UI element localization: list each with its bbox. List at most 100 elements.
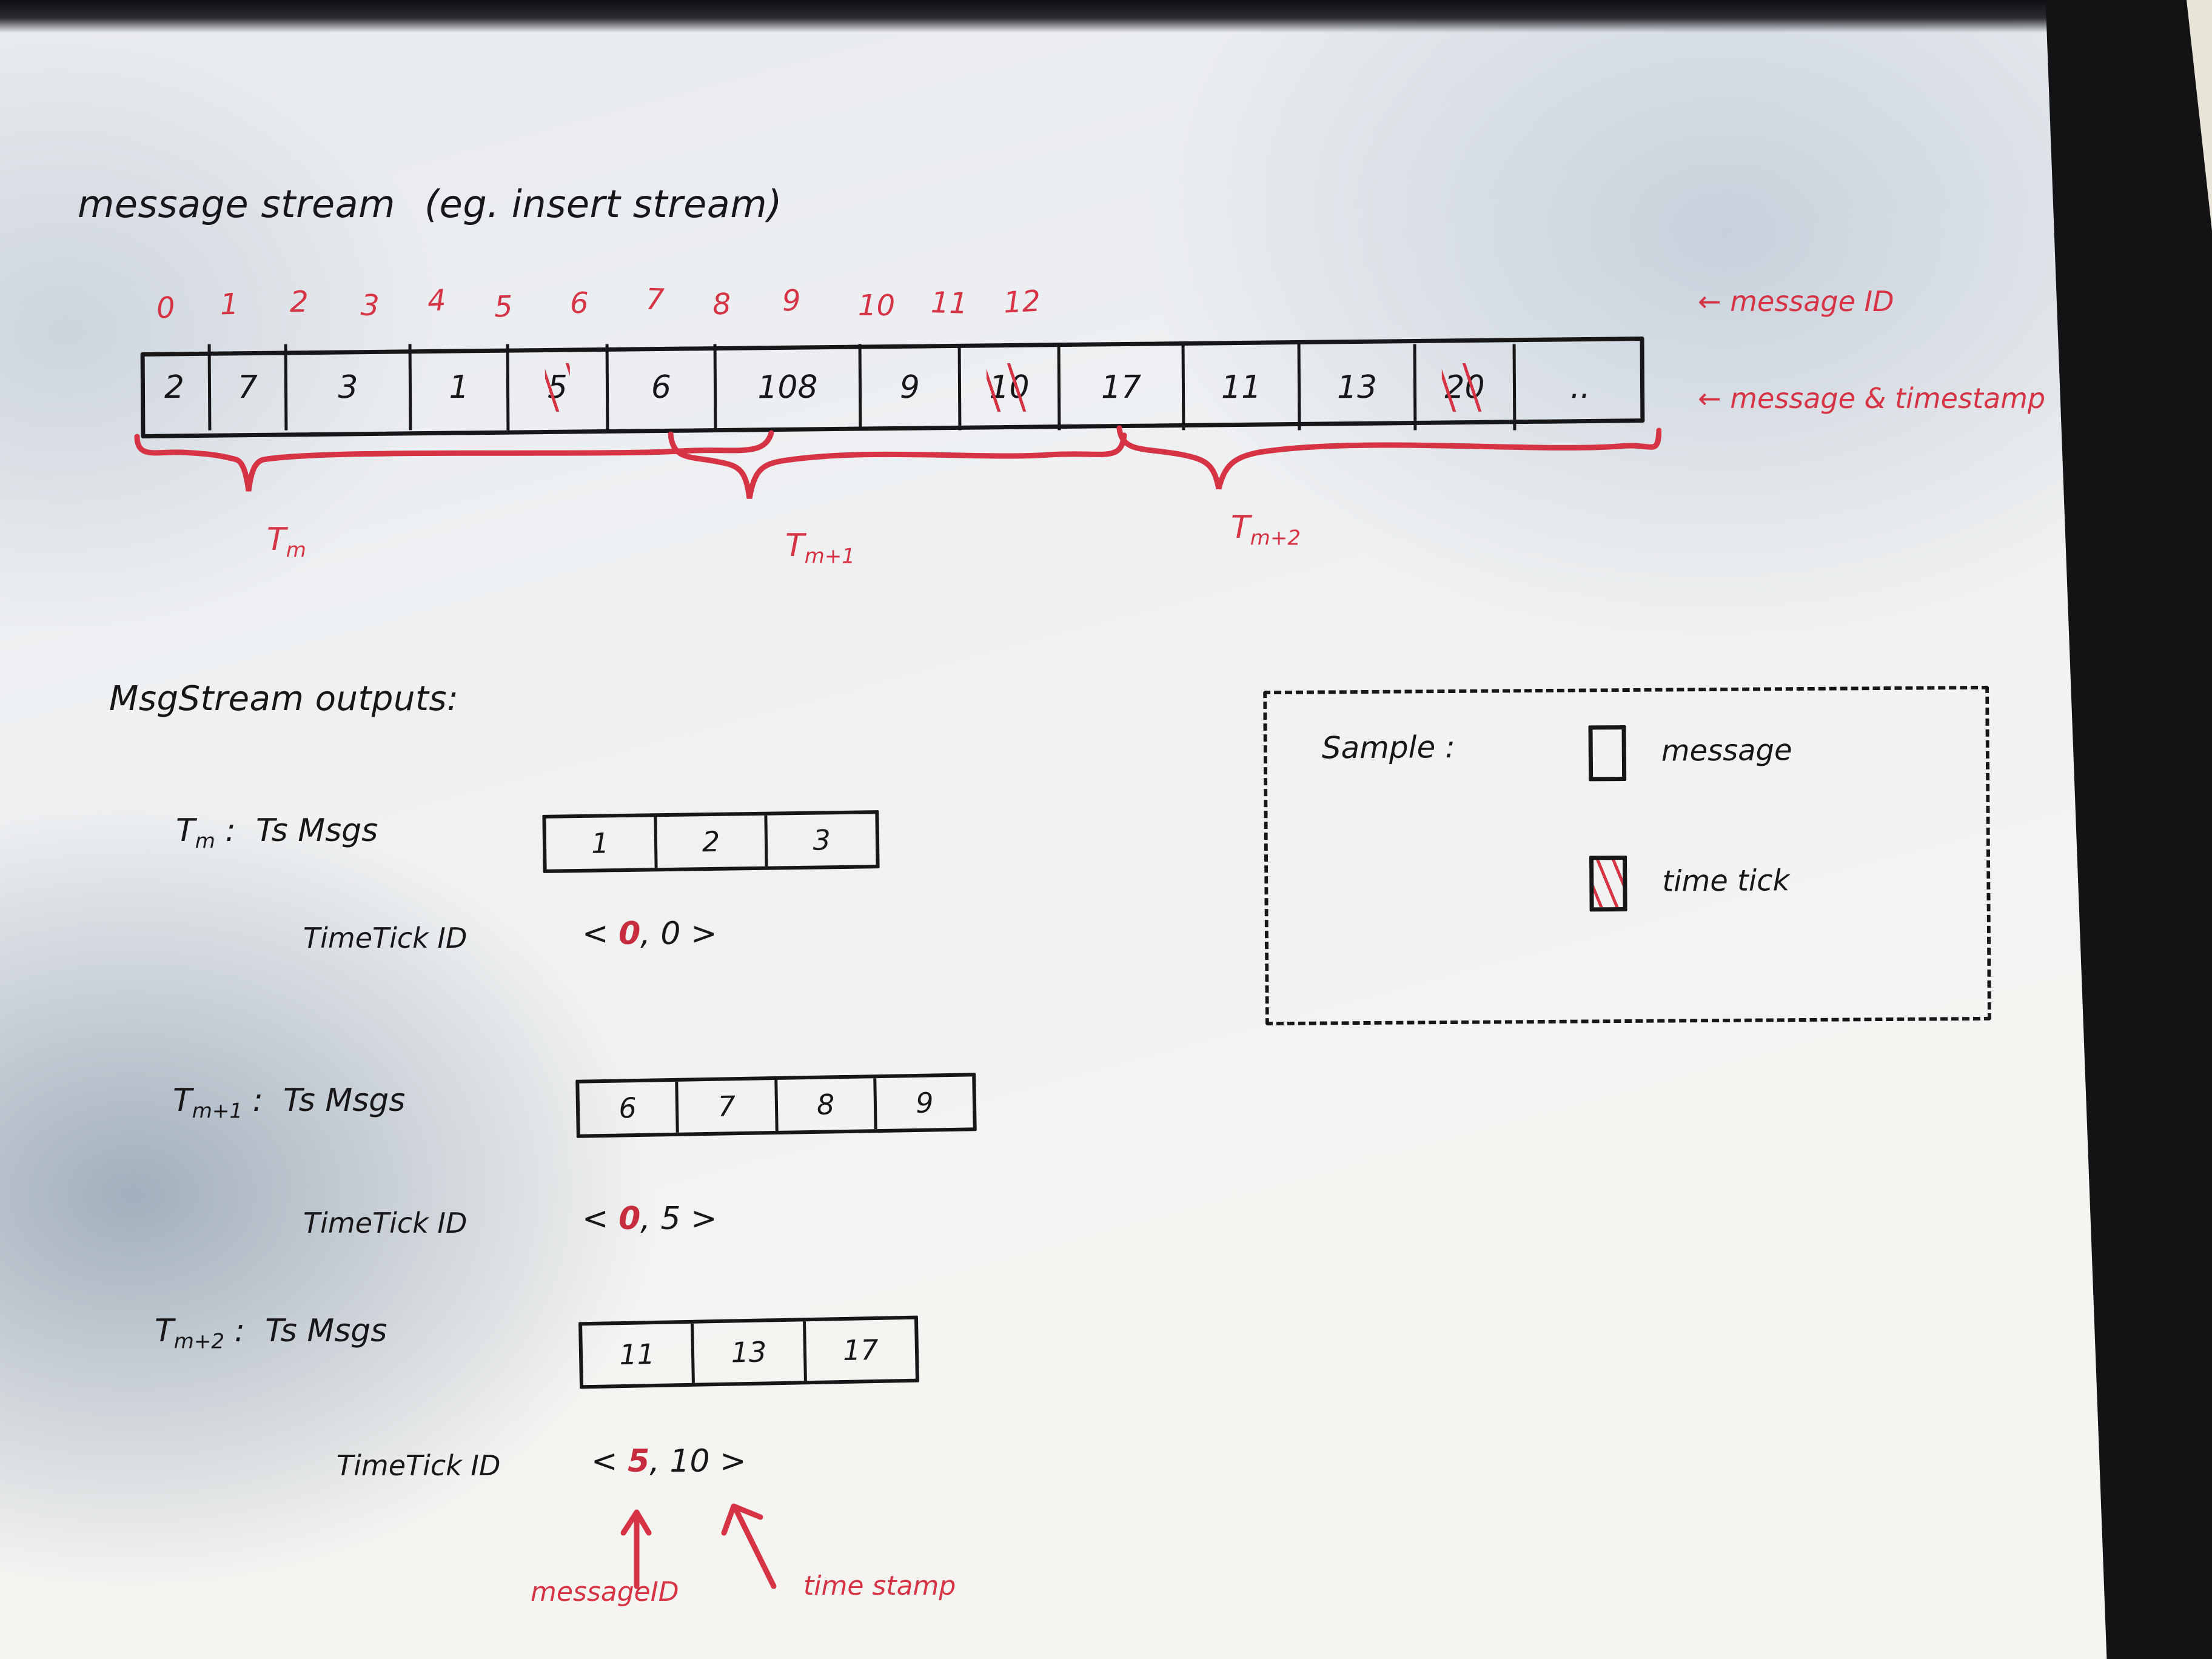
stream-cell-value: 1 [449,369,469,406]
stream-cell-message: 2 [140,344,212,431]
tuple-close: > [690,1201,717,1237]
tuple-message-id: 0 [618,916,641,952]
ts-msg-cell: 1 [546,817,658,870]
ts-msg-cell: 11 [582,1323,695,1386]
tuple-open: < [591,1443,618,1480]
legend-title: Sample : [1321,729,1456,766]
brace-label-tm1: Tm+1 [785,528,855,568]
timetick-tuple-tm: < 0, 0 > [582,916,717,952]
stream-cell-message: 1 [411,344,510,431]
group-label-tm-text: T [176,813,195,849]
tuple-open: < [582,916,609,952]
stream-cell-message: 3 [287,344,412,431]
stream-cell-value: 108 [757,369,818,406]
stream-index-7: 7 [645,282,665,317]
legend-swatch-timetick-icon [1589,856,1627,912]
brace-label-tm2: Tm+2 [1231,509,1301,550]
stream-cell-value: 17 [1101,369,1142,406]
stream-cell-value: 10 [989,369,1030,406]
tuple-open: < [582,1201,609,1237]
tuple-timestamp: 0 [660,916,681,952]
brace-tm2 [1116,425,1661,490]
stream-index-0: 0 [155,290,176,326]
tuple-timestamp: 5 [660,1201,681,1237]
tuple-comma: , [640,916,651,952]
timetick-label-tm: TimeTick ID [303,922,468,954]
brace-label-tm1-sub: m+1 [804,544,856,569]
page-title-paren: (eg. insert stream) [424,182,782,226]
ts-msgs-box-tm: 1 2 3 [542,810,880,873]
stream-cell-value: 7 [237,369,258,406]
stream-cell-value: 3 [338,369,358,406]
tuple-close: > [720,1443,746,1480]
stream-cell-value: .. [1570,369,1590,406]
arrow-up-message-id-icon [620,1509,652,1589]
stream-cell-value: 2 [164,369,185,406]
stream-index-3: 3 [360,288,380,323]
group-label-tm1-sub: m+1 [192,1099,243,1124]
group-label-tm1: Tm+1 : Ts Msgs [173,1082,406,1124]
callout-message-id: messageID [531,1577,679,1607]
ts-msgs-box-tm1: 6 7 8 9 [575,1073,977,1138]
tuple-message-id: 0 [618,1201,641,1237]
timetick-tuple-tm2: < 5, 10 > [591,1443,746,1480]
stream-index-2: 2 [289,284,309,320]
group-label-tm: Tm : Ts Msgs [176,813,378,854]
stream-index-9: 9 [782,283,802,318]
ts-msg-cell: 2 [657,815,768,868]
stream-cell-timetick: 20 [1416,344,1517,431]
stream-cell-message: 7 [210,344,288,431]
stream-cell-message: 13 [1300,344,1417,431]
brace-label-tm1-text: T [785,528,805,564]
tuple-comma: , [649,1443,660,1480]
tuple-timestamp: 10 [669,1443,710,1480]
callout-timestamp: time stamp [803,1570,956,1601]
stream-cell-ellipsis: .. [1516,344,1645,431]
stream-cell-timetick: 10 [960,344,1061,431]
outputs-heading: MsgStream outputs: [109,679,459,719]
stream-cell-message: 108 [716,344,862,431]
stream-cell-timetick: 5 [509,344,609,431]
timetick-tuple-tm1: < 0, 5 > [582,1201,717,1237]
stream-index-4: 4 [426,283,447,318]
legend-box: Sample : message time tick [1263,685,1991,1026]
legend-label-message: message [1661,733,1792,768]
ts-msg-cell: 8 [777,1078,877,1131]
desk-background-right [2045,0,2212,1659]
stream-index-10: 10 [857,288,896,323]
message-stream-bar: 2 7 3 1 5 6 108 9 10 17 11 13 20.. [140,337,1645,438]
stream-cell-value: 11 [1221,369,1262,406]
stream-cell-message: 17 [1060,344,1185,431]
stream-index-6: 6 [569,286,589,321]
page-title-main: message stream [78,182,395,226]
group-label-tm1-text: T [173,1082,192,1119]
timetick-label-tm1: TimeTick ID [303,1207,468,1239]
tuple-comma: , [640,1201,651,1237]
group-msgs-label-tm1: Ts Msgs [283,1082,406,1119]
ts-msg-cell: 17 [842,1333,879,1367]
brace-label-tm2-sub: m+2 [1250,526,1301,551]
ts-msg-cell: 7 [678,1079,779,1133]
stream-cell-message: 6 [608,344,717,431]
group-label-tm2-sub: m+2 [173,1329,225,1354]
stream-cell-message: 11 [1184,344,1301,431]
tuple-message-id: 5 [628,1443,650,1480]
stream-index-1: 1 [220,287,240,322]
group-msgs-label-tm: Ts Msgs [256,813,378,849]
stream-index-5: 5 [494,289,514,324]
brace-label-tm-text: T [267,521,286,558]
arrow-up-timestamp-icon [721,1503,777,1589]
tuple-close: > [690,916,717,952]
legend-swatch-message-icon [1588,725,1627,782]
stream-cell-value: 6 [651,369,672,406]
stream-cell-value: 13 [1336,369,1378,406]
ts-msg-cell: 13 [694,1321,807,1383]
group-label-tm2-text: T [155,1313,174,1349]
group-label-tm-sub: m [195,829,215,854]
brace-label-tm-sub: m [286,538,306,563]
page-title: message stream (eg. insert stream) [78,182,782,226]
timetick-label-tm2: TimeTick ID [337,1449,501,1482]
ts-msgs-box-tm2: 11 13 17 [578,1315,920,1389]
brace-label-tm: Tm [267,521,306,562]
